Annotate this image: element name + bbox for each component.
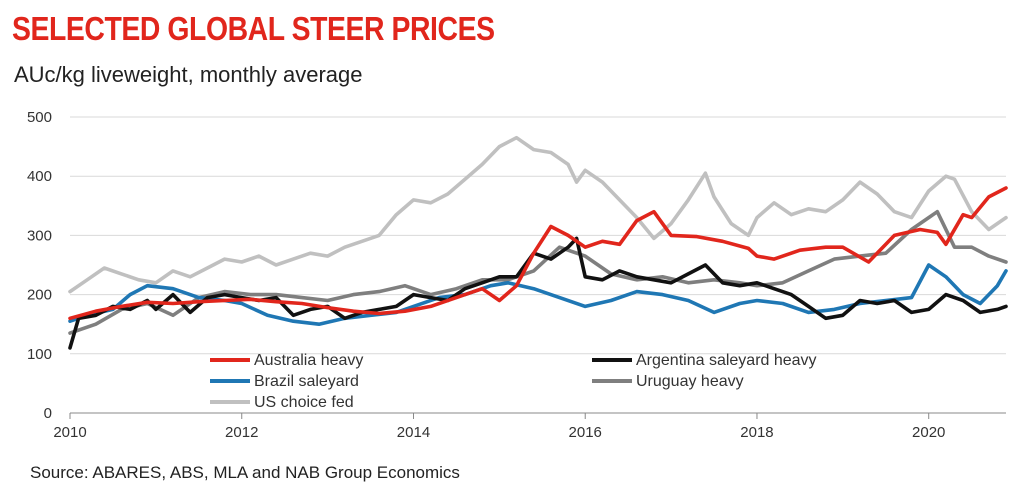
y-tick-label: 100 — [27, 346, 52, 363]
x-tick-label: 2018 — [740, 424, 773, 441]
series-line-australia-heavy — [68, 186, 1008, 321]
x-tick-label: 2020 — [912, 424, 945, 441]
legend-label-australia-heavy: Australia heavy — [254, 352, 363, 369]
x-tick-label: 2014 — [397, 424, 430, 441]
source-note: Source: ABARES, ABS, MLA and NAB Group E… — [30, 463, 460, 482]
chart-title: SELECTED GLOBAL STEER PRICES — [12, 10, 495, 47]
line-chart: 0 100 200 300 400 500 2010 2012 2014 2016 2018 2020… — [27, 109, 1008, 441]
series-line-uruguay-heavy — [68, 209, 1008, 335]
y-tick-label: 500 — [27, 109, 52, 126]
legend-label-brazil-saleyard: Brazil saleyard — [254, 373, 359, 390]
chart-subtitle: AUc/kg liveweight, monthly average — [14, 62, 363, 87]
y-tick-label: 200 — [27, 287, 52, 304]
y-tick-label: 0 — [44, 405, 52, 422]
series-line-argentina-saleyard-heavy — [68, 236, 1008, 350]
legend-label-us-choice-fed: US choice fed — [254, 394, 354, 411]
y-tick-label: 400 — [27, 168, 52, 185]
x-tick-label: 2010 — [53, 424, 86, 441]
y-tick-label: 300 — [27, 227, 52, 244]
legend-label-uruguay-heavy: Uruguay heavy — [636, 373, 744, 390]
x-tick-label: 2012 — [225, 424, 258, 441]
x-tick-label: 2016 — [569, 424, 602, 441]
legend-label-argentina-saleyard-heavy: Argentina saleyard heavy — [636, 352, 817, 369]
series-line-us-choice-fed — [68, 135, 1008, 294]
